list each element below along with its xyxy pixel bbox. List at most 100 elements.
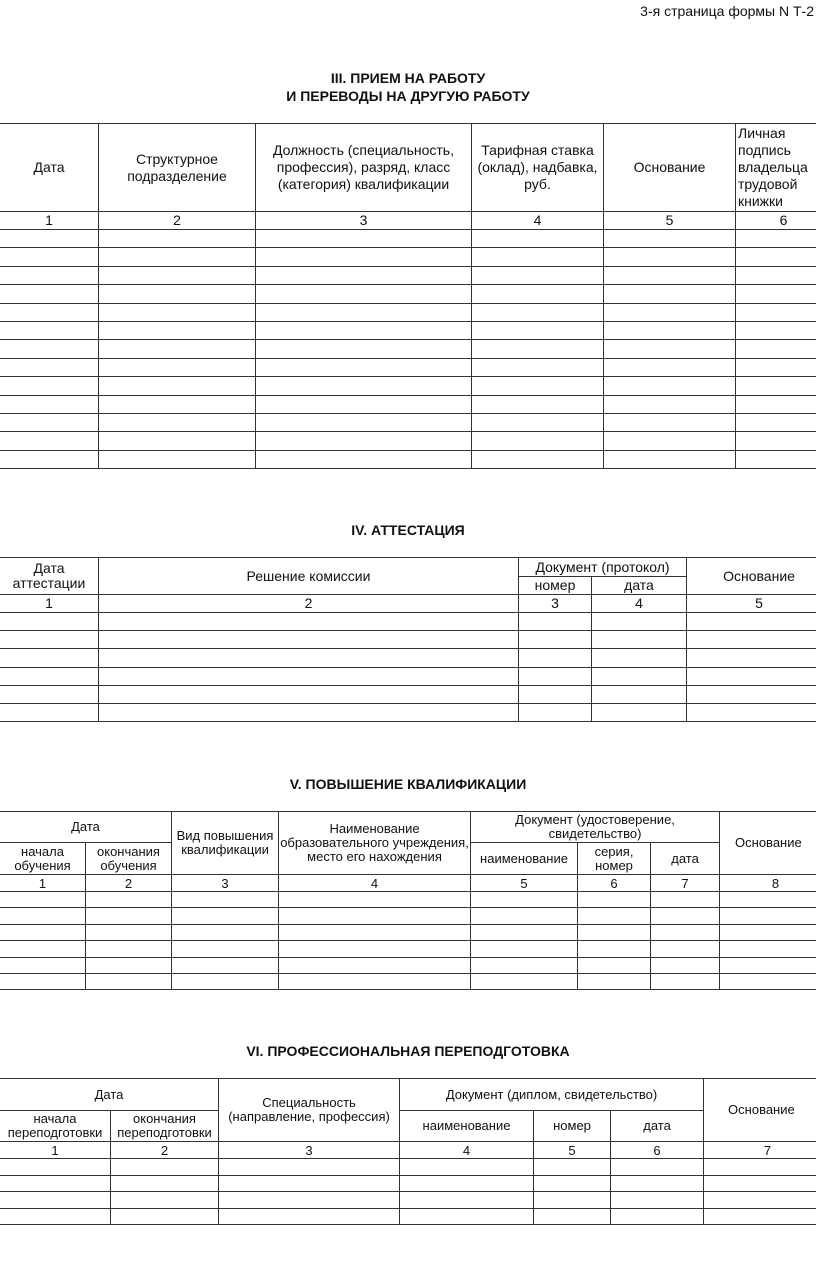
blank-cell[interactable] [0, 956, 86, 974]
blank-cell[interactable] [0, 648, 99, 668]
blank-cell[interactable] [650, 972, 721, 991]
blank-cell[interactable] [577, 890, 652, 909]
blank-cell[interactable] [603, 228, 736, 249]
blank-cell[interactable] [577, 907, 652, 925]
blank-cell[interactable] [603, 284, 736, 304]
blank-cell[interactable] [98, 339, 256, 359]
blank-cell[interactable] [603, 376, 736, 396]
blank-cell[interactable] [84, 972, 173, 991]
blank-cell[interactable] [255, 228, 472, 249]
blank-cell[interactable] [171, 923, 280, 942]
blank-cell[interactable] [471, 339, 604, 359]
blank-cell[interactable] [0, 972, 86, 991]
blank-cell[interactable] [686, 630, 816, 650]
blank-cell[interactable] [0, 1158, 111, 1176]
blank-cell[interactable] [703, 1174, 816, 1192]
blank-cell[interactable] [171, 972, 280, 991]
blank-cell[interactable] [650, 923, 721, 942]
blank-cell[interactable] [650, 890, 721, 909]
blank-cell[interactable] [109, 1158, 220, 1176]
blank-cell[interactable] [650, 956, 721, 974]
blank-cell[interactable] [171, 890, 280, 909]
blank-cell[interactable] [471, 431, 604, 451]
blank-cell[interactable] [735, 412, 816, 433]
blank-cell[interactable] [470, 907, 579, 925]
blank-cell[interactable] [255, 302, 472, 322]
blank-cell[interactable] [84, 956, 173, 974]
blank-cell[interactable] [518, 611, 592, 632]
blank-cell[interactable] [518, 630, 592, 650]
blank-cell[interactable] [109, 1174, 220, 1192]
blank-cell[interactable] [518, 648, 592, 668]
blank-cell[interactable] [109, 1207, 220, 1225]
blank-cell[interactable] [603, 247, 736, 267]
blank-cell[interactable] [518, 666, 592, 686]
blank-cell[interactable] [98, 431, 256, 451]
blank-cell[interactable] [98, 247, 256, 267]
blank-cell[interactable] [84, 907, 173, 925]
blank-cell[interactable] [0, 449, 99, 470]
blank-cell[interactable] [98, 394, 256, 414]
blank-cell[interactable] [603, 265, 736, 286]
blank-cell[interactable] [84, 890, 173, 909]
blank-cell[interactable] [98, 449, 256, 470]
blank-cell[interactable] [98, 284, 256, 304]
blank-cell[interactable] [471, 394, 604, 414]
blank-cell[interactable] [735, 284, 816, 304]
blank-cell[interactable] [0, 284, 99, 304]
blank-cell[interactable] [255, 247, 472, 267]
blank-cell[interactable] [470, 923, 579, 942]
blank-cell[interactable] [0, 394, 99, 414]
blank-cell[interactable] [735, 449, 816, 470]
blank-cell[interactable] [399, 1174, 535, 1192]
blank-cell[interactable] [0, 684, 99, 704]
blank-cell[interactable] [278, 907, 472, 925]
blank-cell[interactable] [218, 1174, 401, 1192]
blank-cell[interactable] [255, 339, 472, 359]
blank-cell[interactable] [0, 702, 99, 723]
blank-cell[interactable] [603, 449, 736, 470]
blank-cell[interactable] [590, 666, 688, 686]
blank-cell[interactable] [98, 302, 256, 322]
blank-cell[interactable] [518, 702, 592, 723]
blank-cell[interactable] [471, 284, 604, 304]
blank-cell[interactable] [686, 648, 816, 668]
blank-cell[interactable] [0, 890, 86, 909]
blank-cell[interactable] [518, 684, 592, 704]
blank-cell[interactable] [84, 923, 173, 942]
blank-cell[interactable] [0, 630, 99, 650]
blank-cell[interactable] [533, 1191, 612, 1209]
blank-cell[interactable] [171, 956, 280, 974]
blank-cell[interactable] [735, 320, 816, 341]
blank-cell[interactable] [471, 449, 604, 470]
blank-cell[interactable] [650, 907, 721, 925]
blank-cell[interactable] [0, 412, 99, 433]
blank-cell[interactable] [603, 412, 736, 433]
blank-cell[interactable] [735, 376, 816, 396]
blank-cell[interactable] [577, 923, 652, 942]
blank-cell[interactable] [471, 228, 604, 249]
blank-cell[interactable] [0, 265, 99, 286]
blank-cell[interactable] [98, 265, 256, 286]
blank-cell[interactable] [470, 940, 579, 958]
blank-cell[interactable] [610, 1174, 705, 1192]
blank-cell[interactable] [98, 320, 256, 341]
blank-cell[interactable] [0, 611, 99, 632]
blank-cell[interactable] [719, 907, 816, 925]
blank-cell[interactable] [735, 265, 816, 286]
blank-cell[interactable] [0, 940, 86, 958]
blank-cell[interactable] [533, 1174, 612, 1192]
blank-cell[interactable] [610, 1207, 705, 1225]
blank-cell[interactable] [603, 320, 736, 341]
blank-cell[interactable] [590, 684, 688, 704]
blank-cell[interactable] [171, 940, 280, 958]
blank-cell[interactable] [255, 284, 472, 304]
blank-cell[interactable] [255, 265, 472, 286]
blank-cell[interactable] [255, 320, 472, 341]
blank-cell[interactable] [0, 1191, 111, 1209]
blank-cell[interactable] [255, 449, 472, 470]
blank-cell[interactable] [577, 956, 652, 974]
blank-cell[interactable] [278, 940, 472, 958]
blank-cell[interactable] [735, 247, 816, 267]
blank-cell[interactable] [719, 972, 816, 991]
